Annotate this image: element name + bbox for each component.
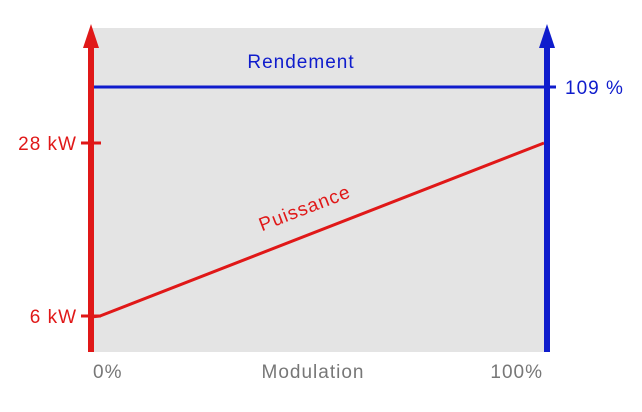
left-tick-label-28: 28 kW	[18, 134, 77, 155]
left-axis-arrow-icon	[83, 24, 99, 48]
rendement-label: Rendement	[247, 52, 354, 73]
right-tick-label-109: 109 %	[565, 78, 624, 99]
x-axis-title: Modulation	[262, 362, 365, 383]
right-axis: 109 %	[539, 24, 624, 352]
right-axis-arrow-icon	[539, 24, 555, 48]
right-axis-ticks: 109 %	[565, 78, 624, 99]
x-tick-label-100: 100%	[490, 362, 543, 383]
left-axis-ticks: 28 kW 6 kW	[18, 134, 101, 328]
x-tick-label-0: 0%	[93, 362, 122, 383]
x-axis: 0% 100% Modulation	[93, 362, 543, 383]
plot-background	[91, 28, 547, 352]
left-tick-label-6: 6 kW	[30, 307, 77, 328]
left-axis: 28 kW 6 kW	[18, 24, 101, 352]
